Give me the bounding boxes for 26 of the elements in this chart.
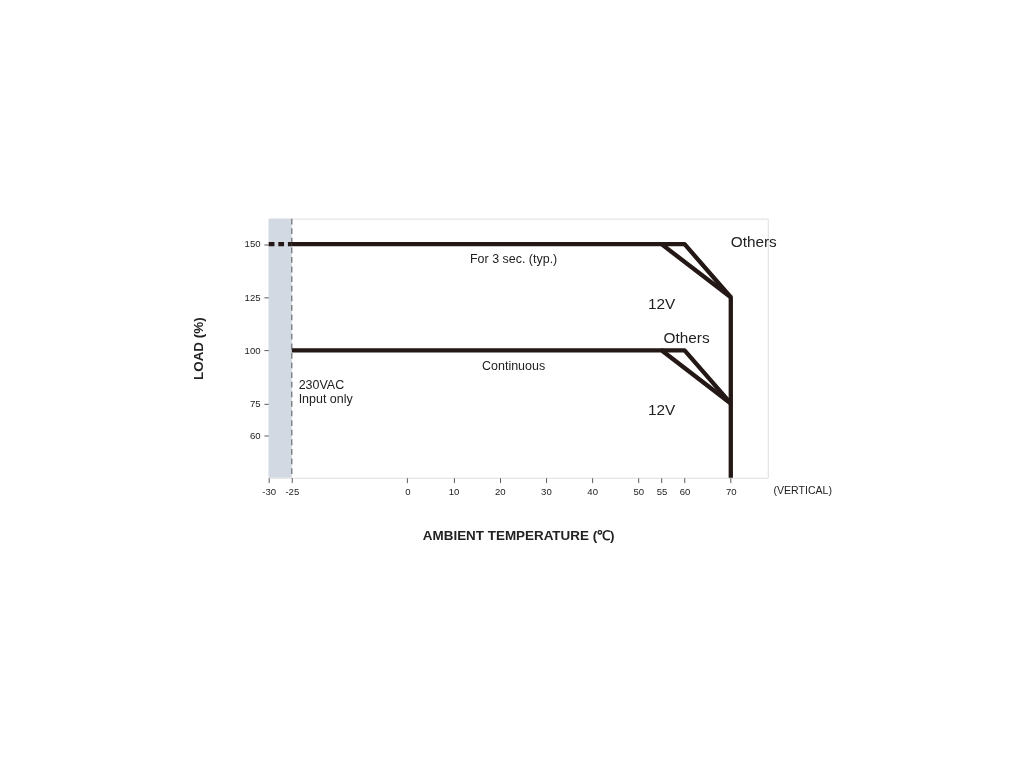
y-tick-label: 125 [244,291,261,303]
annotation: Continuous [482,358,546,373]
annotation: For 3 sec. (typ.) [469,252,558,267]
x-tick-label: 10 [448,485,460,497]
x-tick-label: 55 [656,485,668,497]
x-axis-title: AMBIENT TEMPERATURE (℃) [422,527,615,543]
y-tick-label: 75 [249,397,261,409]
x-tick-label: 20 [494,485,506,497]
annotation: Others [663,329,710,347]
x-tick-label: 50 [633,485,645,497]
annotation: Others [730,232,778,250]
x-tick-label: -25 [285,485,300,497]
annotation: 230VAC Input only [298,377,354,407]
x-tick-label: 70 [725,485,737,497]
x-tick-label: 40 [587,485,598,497]
text: (VERTICAL) [773,484,832,497]
y-axis-title: LOAD (%) [191,317,207,380]
x-tick-label: 0 [405,485,411,497]
annotation: 12V [647,400,676,418]
annotation: 12V [647,294,676,312]
x-tick-label: 30 [541,485,552,497]
y-tick-label: 100 [244,344,261,356]
y-tick-label: 150 [244,238,261,250]
x-tick-label: 60 [679,485,691,497]
x-tick-label: -30 [262,485,277,497]
y-tick-label: 60 [249,429,261,441]
